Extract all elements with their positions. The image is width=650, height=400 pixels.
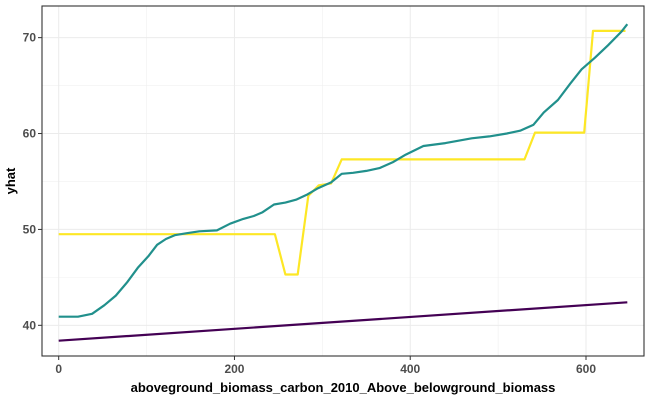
series-line-3 bbox=[58, 301, 628, 342]
y-tick-label: 50 bbox=[23, 222, 37, 236]
x-tick-label: 200 bbox=[224, 362, 244, 376]
y-axis: 40 50 60 70 bbox=[23, 31, 42, 332]
plot-border bbox=[41, 5, 645, 357]
x-tick-label: 0 bbox=[55, 362, 62, 376]
y-tick-label: 70 bbox=[23, 31, 37, 45]
series-layer bbox=[58, 23, 629, 342]
x-axis: 0 200 400 600 bbox=[55, 356, 596, 376]
y-tick-label: 40 bbox=[23, 318, 37, 332]
x-axis-title: aboveground_biomass_carbon_2010_Above_be… bbox=[131, 380, 556, 395]
x-tick-label: 600 bbox=[576, 362, 596, 376]
y-tick-label: 60 bbox=[23, 127, 37, 141]
plot-background bbox=[42, 6, 644, 356]
x-tick-label: 400 bbox=[400, 362, 420, 376]
y-axis-title: yhat bbox=[3, 167, 18, 194]
series-line-2 bbox=[58, 23, 629, 318]
